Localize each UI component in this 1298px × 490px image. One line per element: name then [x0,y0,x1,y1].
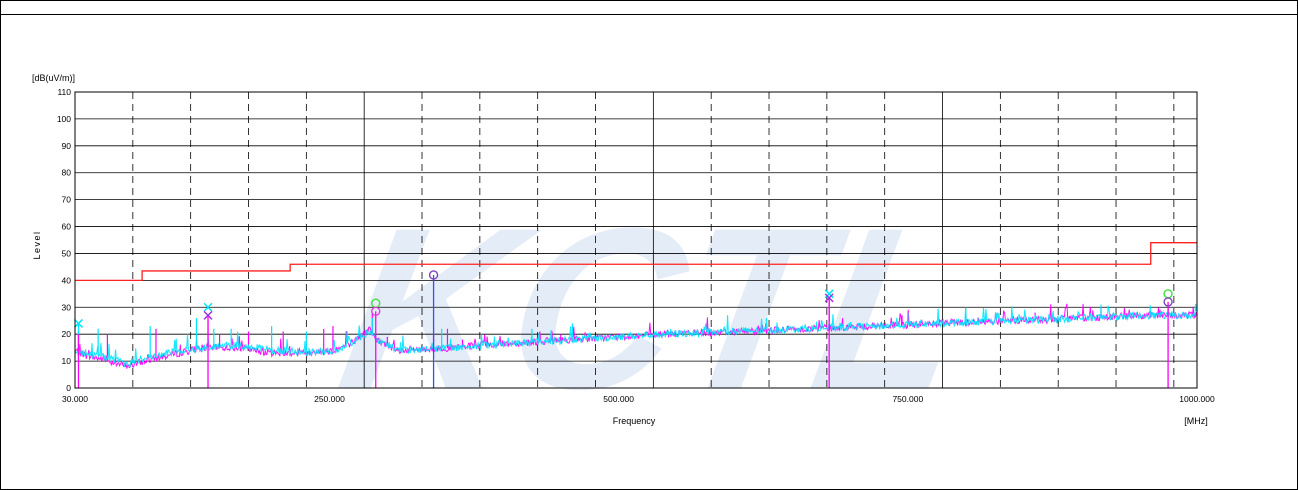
y-unit-label: [dB(uV/m)] [32,73,75,83]
tick-labels: 0 10 20 30 40 50 60 70 80 90 100 110 30.000 250.000 50… [57,87,1215,404]
limit-line [75,242,1197,282]
peak-markers [73,270,1173,388]
y-tick-label: 100 [57,114,71,124]
y-tick-label: 30 [62,302,72,312]
x-tick-label: 750.000 [892,394,923,404]
peak-marker-circle [428,270,439,280]
y-tick-label: 20 [62,329,72,339]
y-tick-label: 10 [62,356,72,366]
limit-polyline [75,242,1197,282]
x-unit-label: [MHz] [1184,416,1208,426]
y-tick-label: 110 [57,87,71,97]
series-trace-2 [74,303,1197,368]
y-tick-label: 0 [66,383,71,393]
y-tick-label: 70 [62,195,72,205]
peak-marker-circle [371,306,381,317]
header-divider [0,14,1298,15]
y-axis-label: Level [32,230,42,259]
peak-marker-cross [824,293,834,303]
x-tick-label: 30.000 [62,394,88,404]
peak-marker-cross [73,318,84,328]
plot-area-border [74,91,1198,389]
y-tick-label: 50 [62,248,72,258]
watermark-text: KCTL [325,181,983,438]
y-tick-label: 80 [62,168,72,178]
y-tick-label: 60 [62,222,72,232]
y-tick-label: 40 [62,275,72,285]
peak-marker-circle [1163,289,1173,299]
x-tick-label: 1000.000 [1179,394,1215,404]
x-tick-label: 250.000 [314,394,345,404]
peak-marker-cross [203,302,213,312]
peak-marker-cross [824,289,834,299]
peak-marker-circle [1163,297,1173,307]
x-axis-label: Frequency [613,416,656,426]
peak-marker-cross [203,310,213,320]
y-tick-label: 90 [62,141,72,151]
x-tick-label: 500.000 [603,394,634,404]
